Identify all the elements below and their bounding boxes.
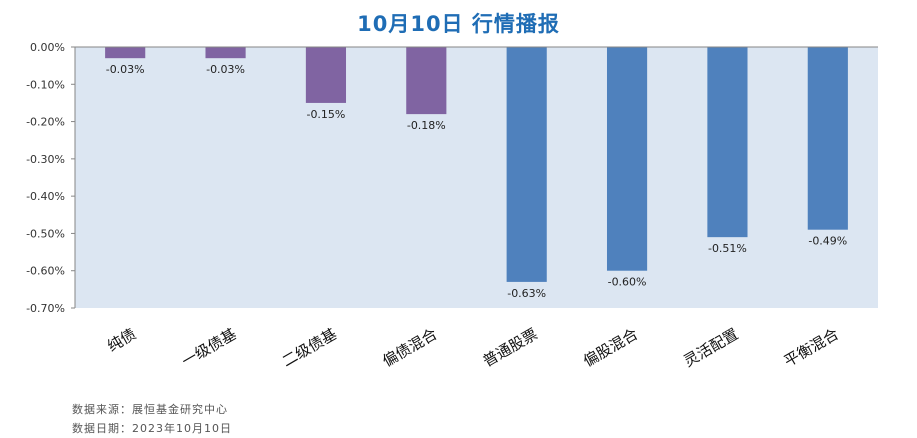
x-tick-label: 一级债基 (179, 325, 240, 371)
data-label: -0.63% (507, 287, 546, 300)
bar (707, 47, 748, 238)
y-tick-label: -0.10% (26, 78, 65, 91)
x-tick-label: 灵活配置 (680, 325, 741, 371)
y-tick-label: -0.20% (26, 116, 65, 129)
x-tick-label: 偏债混合 (379, 325, 440, 371)
x-tick-label: 普通股票 (480, 325, 541, 371)
y-tick-label: -0.30% (26, 153, 65, 166)
x-tick-label: 纯债 (104, 325, 139, 356)
bar (305, 47, 347, 103)
data-source-note: 数据来源：展恒基金研究中心 (72, 403, 228, 416)
data-label: -0.15% (306, 108, 345, 121)
data-label: -0.18% (407, 119, 446, 132)
plot-area (75, 47, 878, 308)
bar (205, 47, 246, 59)
y-tick-label: -0.40% (26, 190, 65, 203)
x-tick-label: 平衡混合 (781, 325, 842, 371)
y-tick-label: 0.00% (30, 41, 65, 54)
bar (406, 47, 447, 115)
y-tick-label: -0.70% (26, 302, 65, 315)
x-tick-label: 二级债基 (279, 325, 340, 371)
y-tick-label: -0.50% (26, 227, 65, 240)
y-tick-label: -0.60% (26, 265, 65, 278)
chart-title: 10月10日 行情播报 (357, 12, 560, 36)
bar (606, 47, 648, 271)
x-tick-label: 偏股混合 (580, 325, 641, 371)
bar (506, 47, 547, 282)
data-date-note: 数据日期：2023年10月10日 (72, 422, 232, 435)
data-label: -0.51% (708, 242, 747, 255)
data-label: -0.60% (608, 276, 647, 289)
data-label: -0.03% (206, 63, 245, 76)
bar (807, 47, 848, 230)
data-label: -0.03% (106, 63, 145, 76)
data-label: -0.49% (808, 235, 847, 248)
bar (105, 47, 146, 59)
